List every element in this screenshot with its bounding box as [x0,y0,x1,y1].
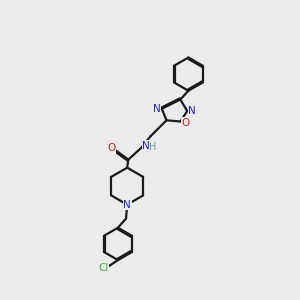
Text: N: N [123,200,131,210]
Text: O: O [107,143,116,154]
Text: H: H [149,142,157,152]
Text: Cl: Cl [98,263,109,273]
Text: N: N [188,106,196,116]
Text: N: N [153,104,160,114]
Text: N: N [142,141,150,151]
Text: O: O [181,118,190,128]
